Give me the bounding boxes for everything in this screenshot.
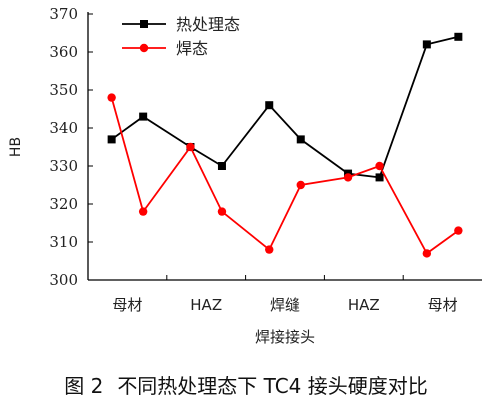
data-point: [265, 245, 274, 254]
x-tick-label: 焊缝: [270, 296, 300, 314]
data-point: [296, 180, 305, 190]
y-tick-label: 340: [49, 119, 78, 137]
series-line: [111, 35, 459, 179]
data-point: [375, 161, 384, 171]
figure-caption-text: 不同热处理态下 TC4 接头硬度对比: [117, 374, 428, 398]
data-point: [422, 249, 432, 258]
x-tick-label: HAZ: [348, 296, 380, 314]
data-point: [139, 112, 148, 121]
y-tick-label: 330: [49, 157, 78, 175]
figure-caption: 图 2 不同热处理态下 TC4 接头硬度对比: [0, 370, 492, 399]
legend-marker: [139, 43, 149, 53]
figure-number: 图 2: [64, 374, 104, 398]
hardness-line-chart: 300 310 320 330 340 350 360 370 母材 HAZ 焊缝 HAZ 母材 HB 焊接…: [8, 5, 482, 346]
y-tick-label: 360: [49, 43, 78, 61]
y-axis-title: HB: [8, 137, 24, 157]
x-axis-title: 焊接接头: [255, 328, 315, 346]
data-point: [343, 173, 353, 182]
legend-marker: [140, 20, 148, 28]
data-point: [217, 207, 227, 216]
data-point: [454, 32, 463, 41]
series-line: [110, 97, 459, 255]
x-tick-label: HAZ: [190, 296, 222, 314]
data-point: [138, 207, 148, 216]
y-tick-label: 370: [49, 5, 78, 23]
data-point: [454, 226, 463, 235]
data-point: [375, 173, 384, 182]
y-tick-label: 350: [49, 81, 78, 99]
data-point: [422, 40, 431, 49]
data-point: [296, 135, 305, 144]
legend-label: 热处理态: [176, 15, 240, 34]
data-point: [265, 101, 274, 110]
data-point: [217, 162, 226, 170]
data-point: [107, 93, 116, 102]
x-tick-label: 母材: [112, 296, 142, 314]
y-tick-label: 320: [49, 195, 78, 213]
y-tick-label: 310: [49, 233, 78, 251]
y-tick-label: 300: [49, 271, 78, 289]
x-tick-label: 母材: [428, 296, 458, 314]
data-point: [107, 135, 116, 144]
legend-label: 焊态: [176, 39, 208, 58]
data-point: [186, 142, 195, 152]
